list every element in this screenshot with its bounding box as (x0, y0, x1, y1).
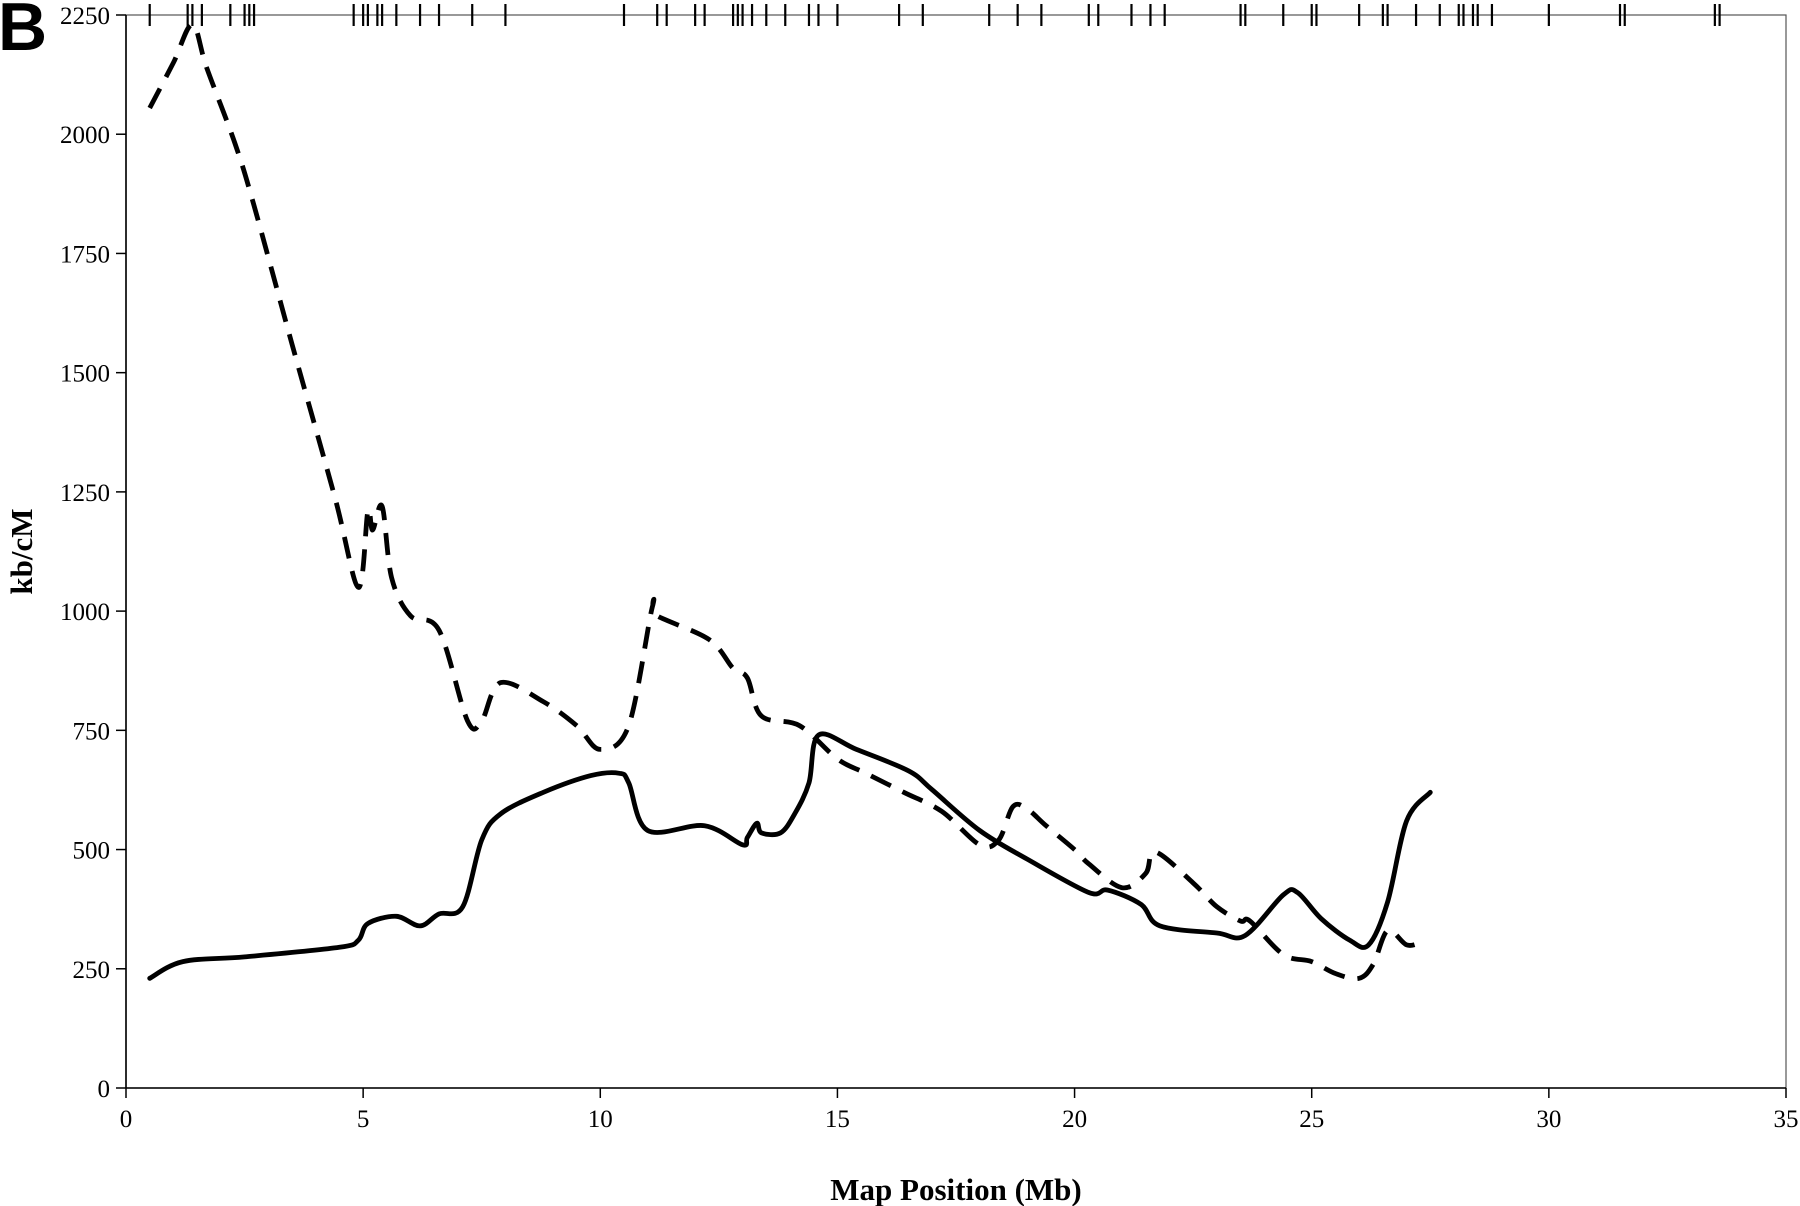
marker-track (148, 4, 1721, 26)
y-tick-label: 1250 (60, 480, 110, 507)
x-tick-label: 0 (120, 1106, 133, 1133)
y-tick-label: 1500 (60, 361, 110, 388)
x-tick-label: 25 (1299, 1106, 1324, 1133)
plot-area-border (125, 14, 1787, 1089)
y-tick-label: 500 (73, 838, 111, 865)
x-axis-title: Map Position (Mb) (830, 1172, 1081, 1206)
x-tick-label: 15 (825, 1106, 850, 1133)
x-tick-label: 5 (357, 1106, 370, 1133)
x-tick-label: 30 (1536, 1106, 1561, 1133)
series-layer (147, 22, 1433, 982)
y-tick-label: 750 (73, 718, 111, 745)
x-tick-label: 35 (1774, 1106, 1799, 1133)
x-tick-label: 10 (588, 1106, 613, 1133)
solid-series-line (147, 731, 1433, 981)
panel-label: B (0, 0, 47, 65)
y-tick-label: 250 (73, 957, 111, 984)
x-tick-label: 20 (1062, 1106, 1087, 1133)
axes: 0 250 500 750 1000 1250 1500 1750 2000 2250 0 5 10 15… (60, 3, 1799, 1133)
y-tick-label: 1750 (60, 241, 110, 268)
dashed-series-line (147, 22, 1422, 982)
y-tick-label: 2250 (60, 3, 110, 30)
y-axis-title: kb/cM (4, 508, 39, 594)
y-tick-label: 0 (98, 1076, 111, 1103)
y-tick-label: 1000 (60, 599, 110, 626)
y-tick-label: 2000 (60, 122, 110, 149)
